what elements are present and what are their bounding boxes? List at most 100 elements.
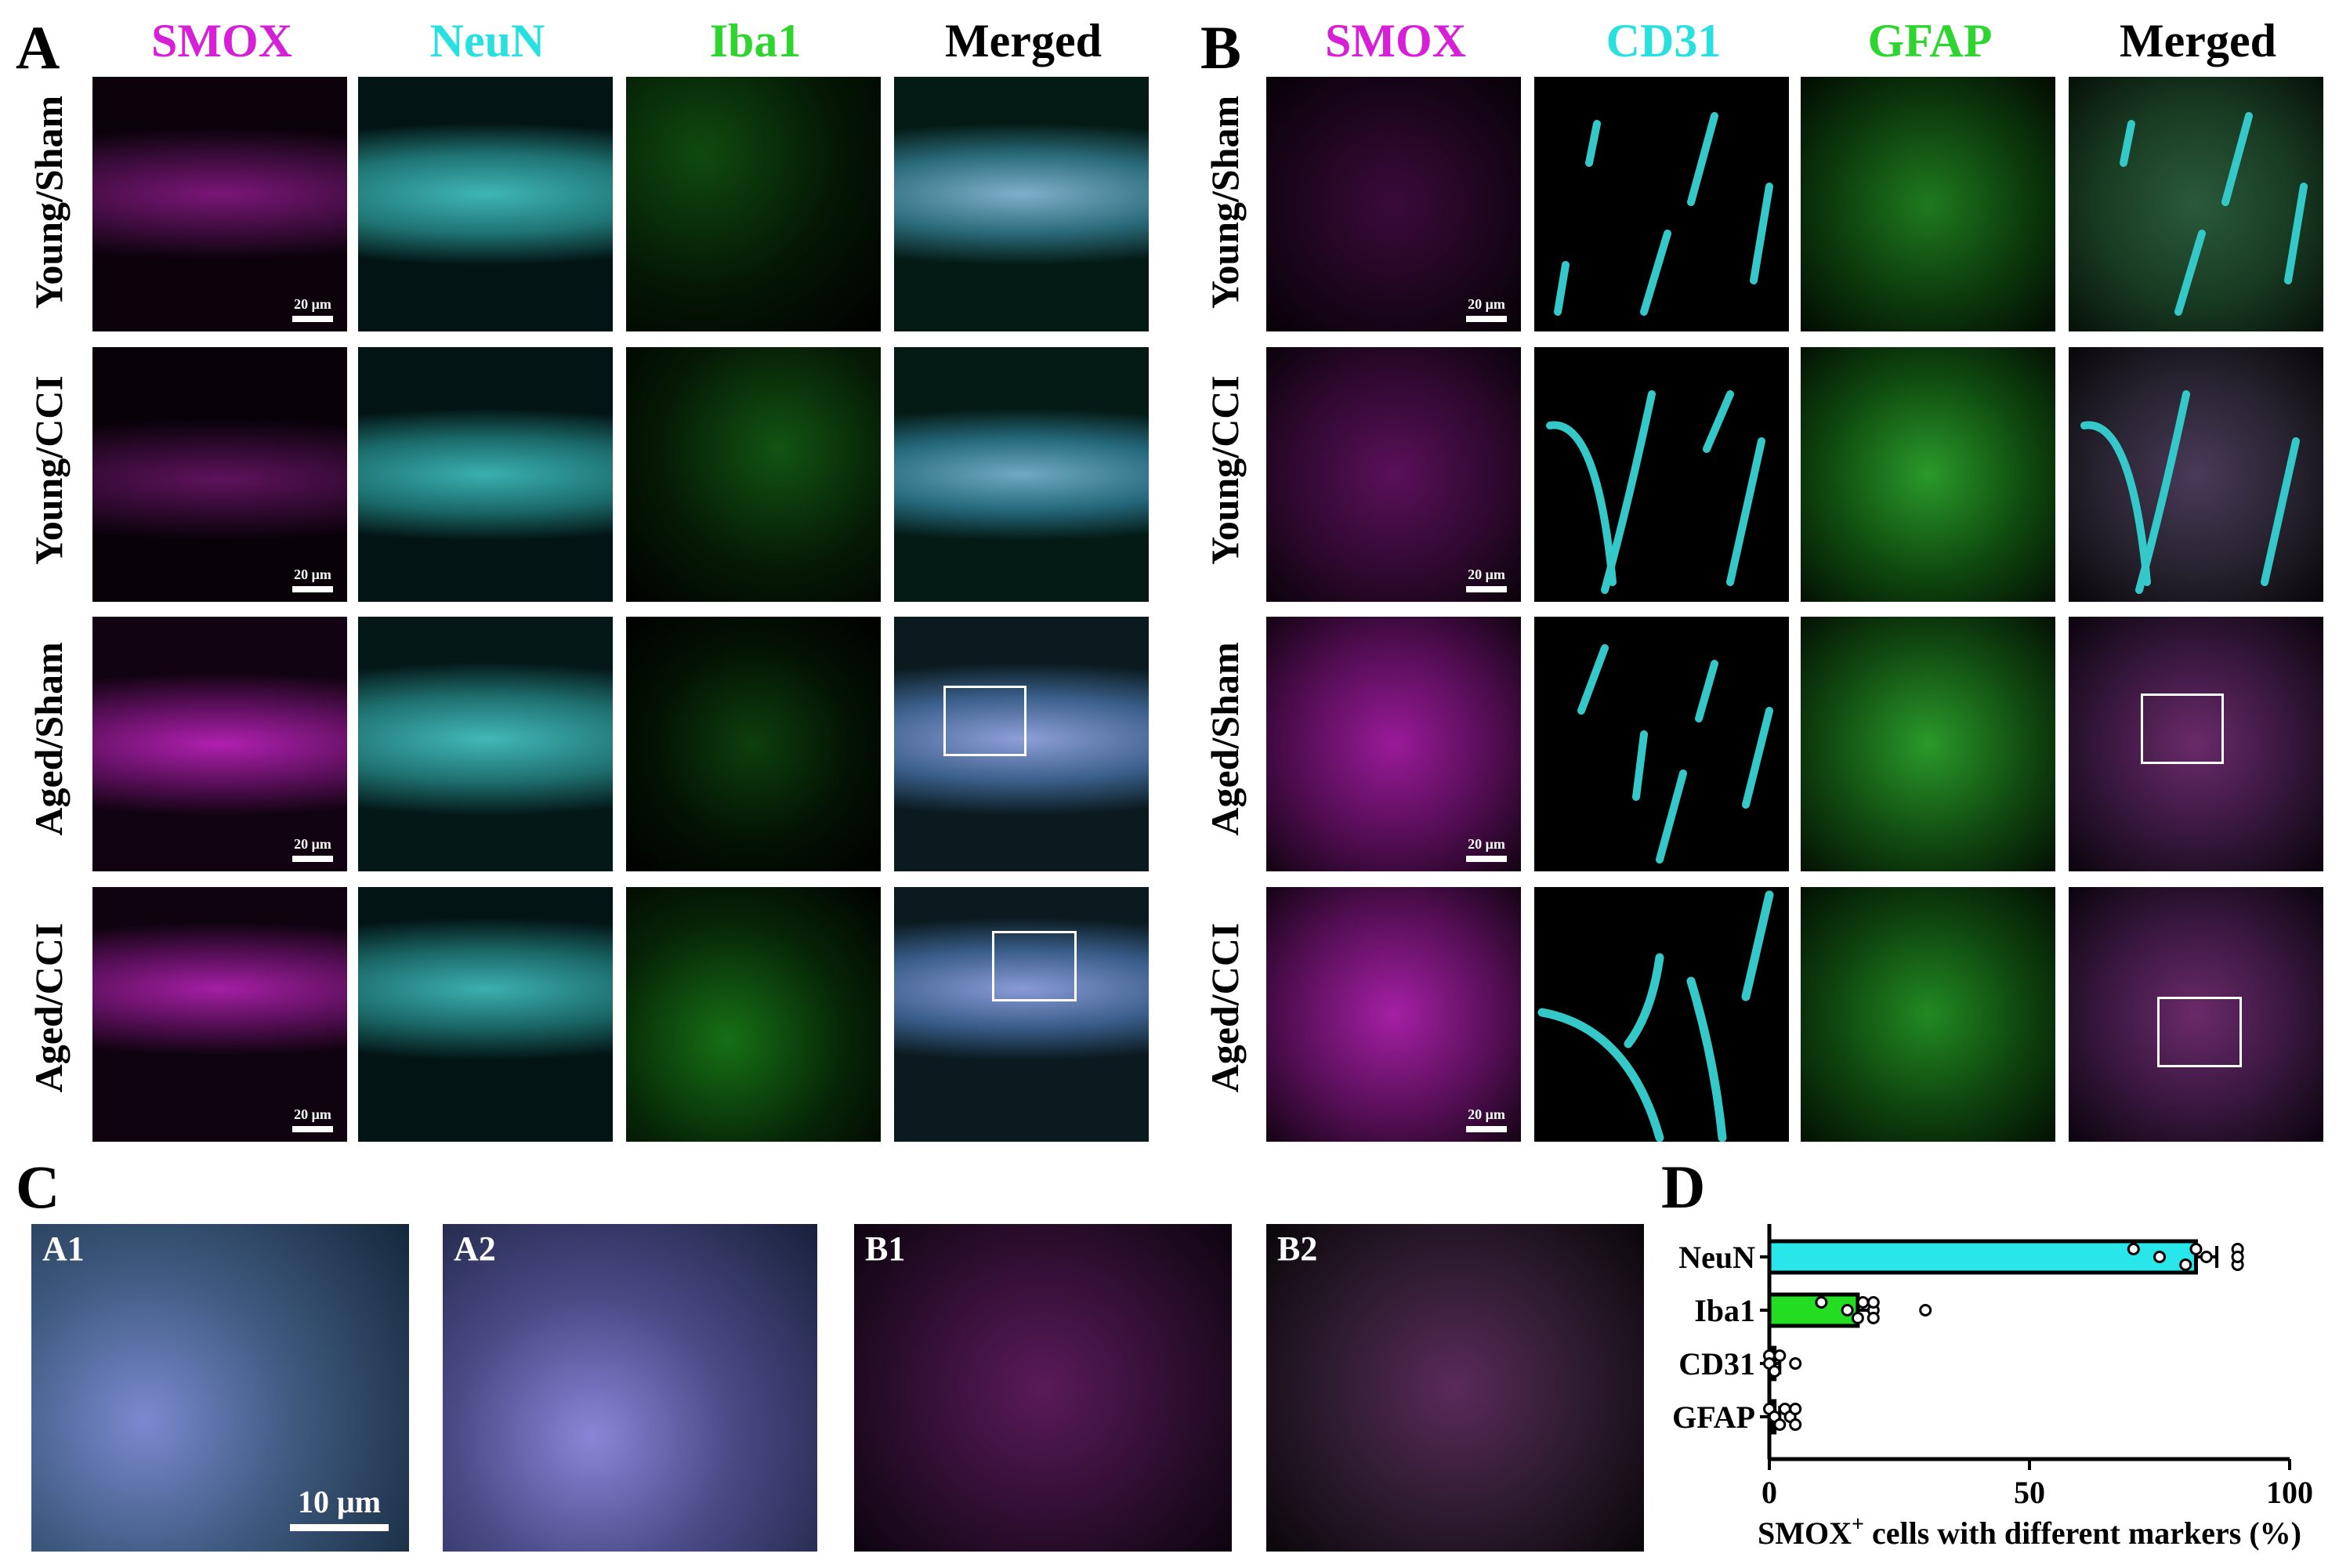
c-inset-a1: A1 10 μm	[31, 1224, 409, 1552]
b-row-label-young-cci: Young/CCI	[1203, 375, 1247, 565]
scale-bar: 20 μm	[292, 1107, 333, 1132]
a-image-aged-cci-merged	[894, 887, 1149, 1142]
data-point	[1789, 1357, 1802, 1370]
c-inset-label: B2	[1277, 1229, 1318, 1268]
a-row-label-aged-cci: Aged/CCI	[27, 922, 71, 1093]
data-point	[1856, 1296, 1870, 1309]
a-col-header-merged: Merged	[945, 15, 1102, 67]
a-image-young-sham-smox: 20 μm	[92, 77, 347, 331]
roi-box-b2	[2157, 997, 2242, 1067]
scale-bar: 20 μm	[1466, 1107, 1507, 1132]
scale-bar: 20 μm	[292, 837, 333, 862]
a-image-young-sham-neun	[358, 77, 613, 331]
scale-bar: 20 μm	[1466, 567, 1507, 592]
b-image-aged-cci-gfap	[1801, 887, 2055, 1142]
c-inset-label: A1	[42, 1229, 85, 1268]
c-inset-b2: B2	[1266, 1224, 1644, 1552]
b-image-aged-sham-smox: 20 μm	[1266, 617, 1521, 871]
b-image-aged-cci-smox: 20 μm	[1266, 887, 1521, 1142]
x-tick-label: 0	[1761, 1475, 1777, 1510]
vessels	[1577, 644, 1773, 864]
scale-bar: 20 μm	[1466, 837, 1507, 862]
data-point	[2153, 1251, 2166, 1263]
roi-box-a1	[943, 686, 1026, 756]
c-inset-a2: A2	[443, 1224, 817, 1552]
a-image-young-cci-smox: 20 μm	[92, 347, 347, 602]
vessels	[2120, 112, 2308, 316]
vessels	[2080, 390, 2300, 594]
b-row-label-aged-sham: Aged/Sham	[1203, 642, 1247, 836]
data-point	[2231, 1251, 2244, 1263]
a-col-header-iba1: Iba1	[709, 15, 802, 67]
data-point	[1919, 1304, 1932, 1316]
b-image-young-sham-smox: 20 μm	[1266, 77, 1521, 331]
a-row-label-young-cci: Young/CCI	[27, 375, 71, 565]
scale-bar: 20 μm	[1466, 297, 1507, 322]
data-point	[1841, 1304, 1854, 1316]
a-image-aged-sham-iba1	[626, 617, 881, 871]
a-image-young-cci-merged	[894, 347, 1149, 602]
panel-c-label: C	[16, 1153, 60, 1221]
vessels	[1546, 390, 1765, 594]
b-image-young-cci-smox: 20 μm	[1266, 347, 1521, 602]
data-point	[2189, 1243, 2203, 1255]
c-inset-label: A2	[454, 1229, 496, 1268]
b-image-young-cci-gfap	[1801, 347, 2055, 602]
a-row-label-aged-sham: Aged/Sham	[27, 642, 71, 836]
b-col-header-smox: SMOX	[1325, 15, 1466, 67]
b-row-label-aged-cci: Aged/CCI	[1203, 922, 1247, 1093]
vessels	[1537, 890, 1774, 1142]
x-tick-label: 50	[2014, 1475, 2045, 1510]
scale-bar: 10 μm	[290, 1487, 389, 1531]
category-label: GFAP	[1672, 1400, 1755, 1435]
data-point	[1773, 1349, 1787, 1362]
data-point	[1866, 1296, 1880, 1309]
b-image-young-cci-merged	[2069, 347, 2323, 602]
a-image-aged-cci-neun	[358, 887, 613, 1142]
b-image-young-sham-gfap	[1801, 77, 2055, 331]
b-col-header-gfap: GFAP	[1867, 15, 1993, 67]
vessels	[1554, 112, 1773, 316]
panel-d-label: D	[1661, 1153, 1706, 1221]
data-point	[1789, 1418, 1802, 1431]
b-col-header-merged: Merged	[2120, 15, 2276, 67]
b-col-header-cd31: CD31	[1606, 15, 1722, 67]
b-image-young-cci-cd31	[1534, 347, 1789, 602]
a-image-young-cci-iba1	[626, 347, 881, 602]
roi-box-b1	[2141, 693, 2224, 764]
a-image-young-sham-merged	[894, 77, 1149, 331]
a-image-aged-sham-merged	[894, 617, 1149, 871]
data-point	[1851, 1312, 1864, 1324]
panel-a-label: A	[16, 13, 60, 81]
b-image-aged-sham-cd31	[1534, 617, 1789, 871]
roi-box-a2	[992, 931, 1077, 1001]
data-point	[1773, 1418, 1787, 1431]
a-image-aged-sham-neun	[358, 617, 613, 871]
b-image-aged-cci-merged	[2069, 887, 2323, 1142]
b-row-label-young-sham: Young/Sham	[1203, 95, 1247, 310]
data-point	[2127, 1243, 2140, 1255]
data-point	[2200, 1251, 2213, 1263]
x-axis-label: SMOX+ cells with different markers (%)	[1758, 1512, 2301, 1551]
b-image-aged-sham-merged	[2069, 617, 2323, 871]
b-image-young-sham-cd31	[1534, 77, 1789, 331]
a-image-young-sham-iba1	[626, 77, 881, 331]
x-tick-label: 100	[2266, 1475, 2313, 1510]
data-point	[1815, 1296, 1828, 1309]
a-image-aged-cci-smox: 20 μm	[92, 887, 347, 1142]
scale-bar: 20 μm	[292, 567, 333, 592]
data-point	[1789, 1403, 1802, 1415]
b-image-aged-cci-cd31	[1534, 887, 1789, 1142]
data-point	[1866, 1312, 1880, 1324]
data-point	[2179, 1258, 2192, 1271]
scale-bar: 20 μm	[292, 297, 333, 322]
category-label: Iba1	[1694, 1293, 1755, 1328]
panel-b-label: B	[1200, 13, 1242, 81]
data-point	[1768, 1365, 1781, 1378]
c-inset-b1: B1	[854, 1224, 1232, 1552]
bar	[1767, 1239, 2198, 1275]
b-image-aged-sham-gfap	[1801, 617, 2055, 871]
a-image-young-cci-neun	[358, 347, 613, 602]
a-col-header-neun: NeuN	[429, 15, 545, 67]
